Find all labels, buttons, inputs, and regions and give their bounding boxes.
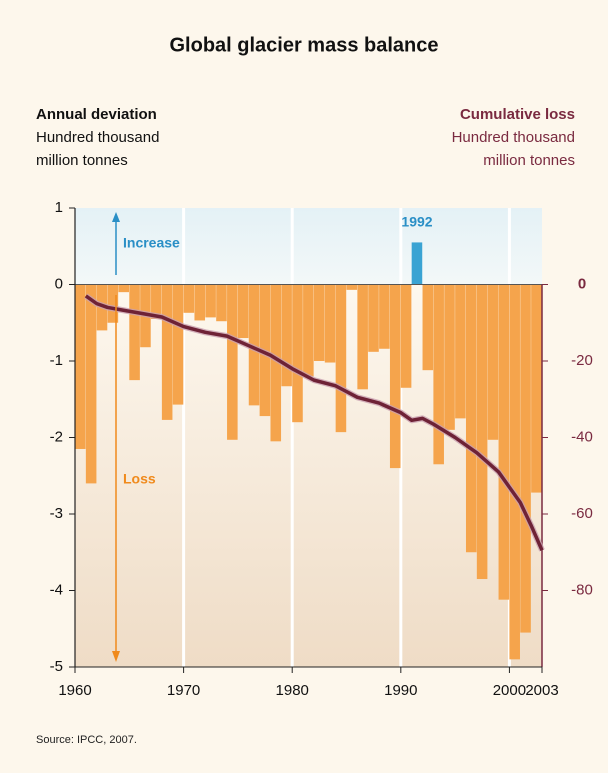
- y-tick-label: 0: [55, 275, 63, 292]
- bar: [183, 284, 195, 313]
- bar: [346, 284, 358, 290]
- bar: [303, 284, 314, 377]
- right-axis-title: Cumulative loss: [460, 106, 575, 123]
- bar: [487, 284, 499, 440]
- bar: [531, 284, 542, 493]
- x-tick-label: 1960: [58, 682, 91, 699]
- y2-tick-label: -40: [571, 428, 593, 445]
- source: Source: IPCC, 2007.: [36, 734, 137, 746]
- bar: [368, 284, 379, 352]
- bar: [194, 284, 206, 321]
- bar: [161, 284, 173, 420]
- left-axis-title: Annual deviation: [36, 106, 157, 123]
- increase-label: Increase: [123, 235, 180, 251]
- bar: [455, 284, 466, 419]
- y2-tick-label: 0: [578, 275, 586, 292]
- y-tick-label: -3: [50, 505, 63, 522]
- x-tick-label: 1970: [167, 682, 200, 699]
- cumulative-line: [84, 294, 544, 552]
- bar: [237, 284, 249, 339]
- bar: [270, 284, 282, 442]
- bar: [379, 284, 390, 349]
- bar: [151, 284, 162, 319]
- y-tick-label: -5: [50, 658, 63, 675]
- bar: [216, 284, 227, 322]
- bar: [75, 284, 86, 449]
- bar: [118, 284, 130, 293]
- bar: [85, 284, 97, 484]
- x-tick-label: 2003: [525, 682, 558, 699]
- bar: [313, 284, 325, 361]
- bar: [498, 284, 510, 600]
- bar: [172, 284, 184, 405]
- increase-arrow-head: [112, 212, 120, 222]
- x-tick-label: 1990: [384, 682, 417, 699]
- gain-background: [75, 208, 542, 285]
- left-axis-subtitle: Hundred thousand: [36, 129, 159, 146]
- x-tick-label: 2000: [493, 682, 526, 699]
- chart-title: Global glacier mass balance: [169, 34, 438, 56]
- bar: [433, 284, 444, 465]
- bar: [465, 284, 477, 553]
- bar: [335, 284, 347, 433]
- plot-area: 1 0 -1 -2 -3 -4 -5 0 -20 -40 -60 -80 1960 1970 1980 199…: [50, 199, 593, 699]
- bar: [292, 284, 303, 423]
- y2-tick-label: -80: [571, 581, 593, 598]
- bar: [476, 284, 488, 580]
- y-tick-label: -1: [50, 352, 63, 369]
- bar: [281, 284, 292, 387]
- bar: [227, 284, 238, 440]
- bar: [357, 284, 368, 390]
- y2-tick-label: -20: [571, 352, 593, 369]
- loss-label: Loss: [123, 471, 156, 487]
- y2-tick-label: -60: [571, 505, 593, 522]
- bar: [205, 284, 216, 318]
- bar: [400, 284, 412, 388]
- left-axis-subtitle: million tonnes: [36, 152, 128, 169]
- bar: [422, 284, 434, 371]
- y-tick-label: -4: [50, 581, 63, 598]
- bar: [520, 284, 531, 633]
- bar: [107, 284, 119, 323]
- peak-label: 1992: [401, 214, 432, 230]
- right-axis-subtitle: million tonnes: [483, 152, 575, 169]
- loss-arrow-head: [112, 651, 120, 662]
- y-tick-label: -2: [50, 428, 63, 445]
- bar: [129, 284, 140, 381]
- bar: [509, 284, 520, 660]
- bar: [324, 284, 336, 363]
- y-tick-label: 1: [55, 199, 63, 216]
- bar: [444, 284, 455, 430]
- bar: [411, 242, 423, 285]
- bar: [389, 284, 401, 469]
- x-tick-label: 1980: [276, 682, 309, 699]
- right-axis-subtitle: Hundred thousand: [452, 129, 575, 146]
